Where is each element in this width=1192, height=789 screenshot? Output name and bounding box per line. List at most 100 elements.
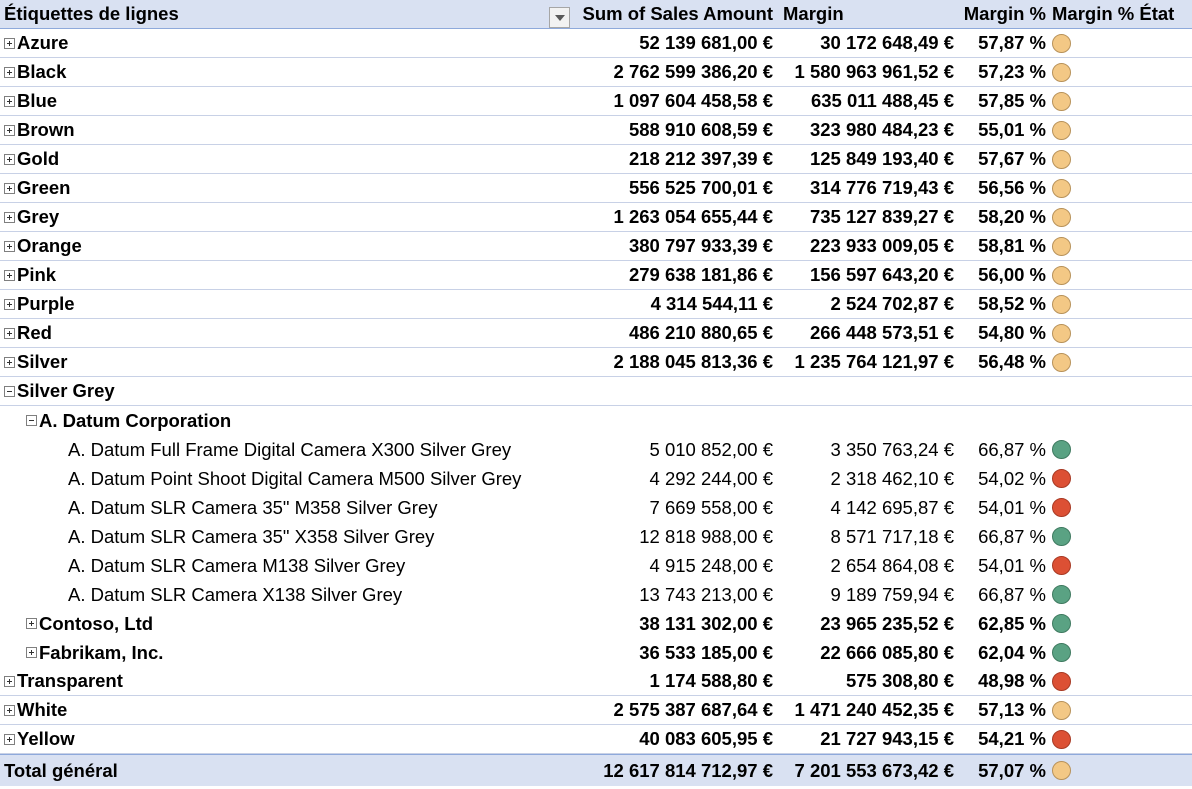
margin-cell[interactable]: 575 308,80 €: [845, 670, 954, 691]
margin-cell[interactable]: 4 142 695,87 €: [830, 496, 954, 518]
margin-pct-cell[interactable]: 58,20 %: [978, 206, 1046, 227]
row-label-cell[interactable]: A. Datum Corporation: [0, 410, 575, 432]
margin-state-cell[interactable]: [1052, 33, 1192, 53]
expand-icon[interactable]: [4, 124, 15, 136]
expand-icon[interactable]: [4, 240, 15, 252]
sales-cell[interactable]: 4 314 544,11 €: [650, 293, 773, 314]
margin-state-cell[interactable]: [1052, 469, 1192, 488]
row-label-cell[interactable]: Brown: [0, 119, 575, 141]
margin-pct-cell[interactable]: 62,85 %: [978, 612, 1046, 634]
row-label-cell[interactable]: White: [0, 699, 575, 721]
margin-pct-cell[interactable]: 58,52 %: [978, 293, 1046, 314]
sales-cell[interactable]: 7 669 558,00 €: [649, 496, 773, 518]
expand-icon[interactable]: [26, 618, 37, 629]
margin-pct-cell[interactable]: 54,80 %: [978, 322, 1046, 343]
expand-icon[interactable]: [4, 704, 15, 716]
row-label-cell[interactable]: Blue: [0, 90, 575, 112]
margin-pct-cell[interactable]: 56,48 %: [978, 351, 1046, 372]
margin-cell[interactable]: 2 654 864,08 €: [830, 554, 954, 576]
margin-pct-cell[interactable]: 54,02 %: [978, 467, 1046, 489]
margin-cell[interactable]: 1 471 240 452,35 €: [794, 699, 954, 720]
row-label-cell[interactable]: Yellow: [0, 728, 575, 750]
row-label-cell[interactable]: Black: [0, 61, 575, 83]
row-label-cell[interactable]: A. Datum SLR Camera M138 Silver Grey: [0, 555, 575, 577]
margin-state-cell[interactable]: [1052, 614, 1192, 633]
margin-state-cell[interactable]: [1052, 265, 1192, 285]
margin-pct-cell[interactable]: 57,85 %: [978, 90, 1046, 111]
margin-pct-cell[interactable]: 56,00 %: [978, 264, 1046, 285]
margin-cell[interactable]: 2 524 702,87 €: [830, 293, 954, 314]
margin-pct-cell[interactable]: 57,67 %: [978, 148, 1046, 169]
margin-state-cell[interactable]: [1052, 352, 1192, 372]
sales-cell[interactable]: 2 188 045 813,36 €: [613, 351, 773, 372]
margin-state-cell[interactable]: [1052, 323, 1192, 343]
margin-pct-cell[interactable]: 57,87 %: [978, 32, 1046, 53]
filter-dropdown-icon[interactable]: [549, 7, 570, 28]
margin-cell[interactable]: 125 849 193,40 €: [809, 148, 954, 169]
margin-state-cell[interactable]: [1052, 671, 1192, 691]
margin-pct-cell[interactable]: 48,98 %: [978, 670, 1046, 691]
margin-pct-cell[interactable]: 58,81 %: [978, 235, 1046, 256]
expand-icon[interactable]: [4, 95, 15, 107]
margin-cell[interactable]: 223 933 009,05 €: [809, 235, 954, 256]
margin-header[interactable]: Margin: [783, 3, 844, 24]
margin-state-cell[interactable]: [1052, 729, 1192, 749]
total-label[interactable]: Total général: [4, 759, 118, 781]
expand-icon[interactable]: [4, 327, 15, 339]
margin-cell[interactable]: 22 666 085,80 €: [820, 641, 954, 663]
sales-cell[interactable]: 52 139 681,00 €: [639, 32, 773, 53]
margin-state-cell[interactable]: [1052, 556, 1192, 575]
margin-cell[interactable]: 735 127 839,27 €: [809, 206, 954, 227]
margin-cell[interactable]: 30 172 648,49 €: [820, 32, 954, 53]
sales-cell[interactable]: 556 525 700,01 €: [628, 177, 773, 198]
margin-pct-cell[interactable]: 57,13 %: [978, 699, 1046, 720]
margin-state-cell[interactable]: [1052, 120, 1192, 140]
expand-icon[interactable]: [4, 37, 15, 49]
margin-pct-cell[interactable]: 54,21 %: [978, 728, 1046, 749]
margin-state-cell[interactable]: [1052, 149, 1192, 169]
row-label-cell[interactable]: Red: [0, 322, 575, 344]
margin-cell[interactable]: 266 448 573,51 €: [809, 322, 954, 343]
margin-cell[interactable]: 9 189 759,94 €: [830, 583, 954, 605]
expand-icon[interactable]: [4, 153, 15, 165]
margin-state-cell[interactable]: [1052, 700, 1192, 720]
margin-cell[interactable]: 2 318 462,10 €: [830, 467, 954, 489]
sales-cell[interactable]: 12 818 988,00 €: [639, 525, 773, 547]
sales-cell[interactable]: 2 762 599 386,20 €: [613, 61, 773, 82]
sales-cell[interactable]: 380 797 933,39 €: [628, 235, 773, 256]
margin-cell[interactable]: 635 011 488,45 €: [810, 90, 954, 111]
expand-icon[interactable]: [4, 66, 15, 78]
margin-pct-header[interactable]: Margin %: [963, 3, 1046, 24]
collapse-icon[interactable]: [4, 385, 15, 397]
expand-icon[interactable]: [4, 211, 15, 223]
row-label-cell[interactable]: A. Datum SLR Camera 35" X358 Silver Grey: [0, 526, 575, 548]
margin-cell[interactable]: 1 235 764 121,97 €: [794, 351, 954, 372]
total-pct[interactable]: 57,07 %: [978, 759, 1046, 781]
margin-cell[interactable]: 8 571 717,18 €: [830, 525, 954, 547]
row-label-cell[interactable]: Contoso, Ltd: [0, 613, 575, 635]
margin-state-cell[interactable]: [1052, 440, 1192, 459]
margin-state-cell[interactable]: [1052, 207, 1192, 227]
margin-cell[interactable]: 23 965 235,52 €: [820, 612, 954, 634]
margin-cell[interactable]: 21 727 943,15 €: [820, 728, 954, 749]
sales-cell[interactable]: 1 174 588,80 €: [649, 670, 773, 691]
sales-cell[interactable]: 1 263 054 655,44 €: [613, 206, 773, 227]
row-label-cell[interactable]: Purple: [0, 293, 575, 315]
collapse-icon[interactable]: [26, 415, 37, 426]
expand-icon[interactable]: [4, 298, 15, 310]
margin-state-cell[interactable]: [1052, 178, 1192, 198]
expand-icon[interactable]: [4, 356, 15, 368]
row-label-cell[interactable]: Fabrikam, Inc.: [0, 642, 575, 664]
row-label-cell[interactable]: Orange: [0, 235, 575, 257]
margin-state-header[interactable]: Margin % État: [1052, 3, 1175, 24]
margin-state-cell[interactable]: [1052, 62, 1192, 82]
row-label-cell[interactable]: A. Datum SLR Camera X138 Silver Grey: [0, 584, 575, 606]
sales-cell[interactable]: 36 533 185,00 €: [639, 641, 773, 663]
row-label-cell[interactable]: Silver Grey: [0, 380, 575, 402]
expand-icon[interactable]: [4, 269, 15, 281]
margin-state-cell[interactable]: [1052, 91, 1192, 111]
expand-icon[interactable]: [4, 733, 15, 745]
expand-icon[interactable]: [26, 647, 37, 658]
sales-cell[interactable]: 1 097 604 458,58 €: [613, 90, 773, 111]
expand-icon[interactable]: [4, 182, 15, 194]
